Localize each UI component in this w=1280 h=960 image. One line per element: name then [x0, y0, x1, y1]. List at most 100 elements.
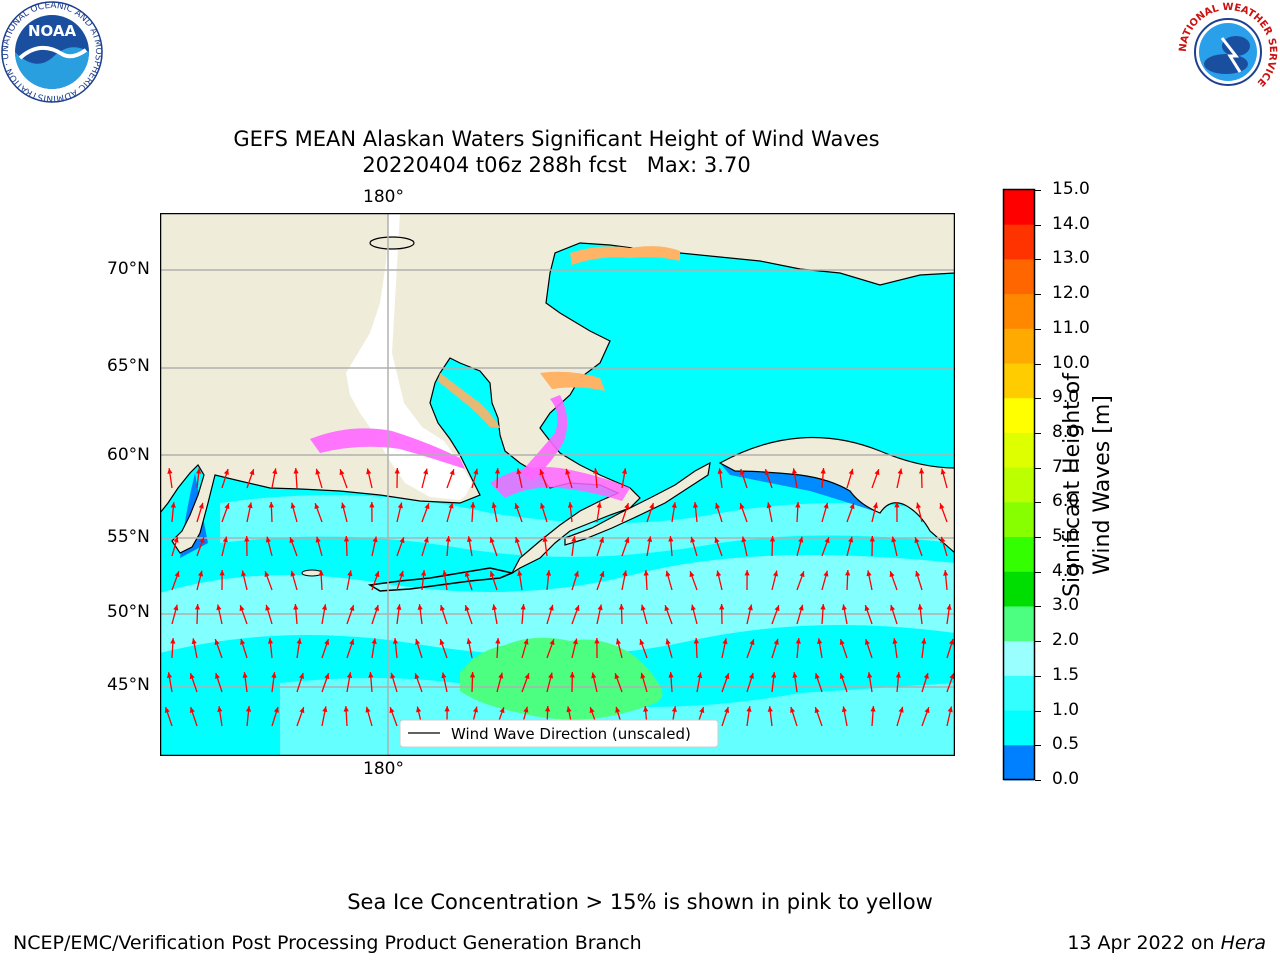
- wave-direction-arrowhead: [318, 570, 324, 576]
- wave-direction-arrowhead: [640, 672, 646, 679]
- wave-direction-arrowhead: [841, 706, 847, 713]
- wave-direction-arrowhead: [267, 638, 274, 644]
- colorbar-tick-label: 4.0: [1052, 560, 1080, 581]
- wave-direction-arrowhead: [574, 605, 580, 612]
- wave-direction-arrowhead: [464, 571, 470, 578]
- wave-direction-arrowhead: [321, 604, 328, 611]
- colorbar-segment: [1004, 537, 1034, 573]
- wave-direction-arrowhead: [390, 672, 396, 679]
- footer-host: Hera: [1220, 932, 1266, 954]
- wave-direction-arrowhead: [343, 706, 349, 712]
- wave-direction-arrowhead: [946, 604, 952, 610]
- wave-direction-arrowhead: [571, 536, 577, 542]
- wave-direction-arrowhead: [874, 469, 880, 476]
- wave-direction-arrowhead: [841, 604, 847, 611]
- colorbar-segment: [1004, 745, 1034, 781]
- wave-direction-arrowhead: [289, 537, 295, 544]
- wave-direction-arrowhead: [494, 468, 501, 474]
- wave-direction-arrowhead: [891, 536, 897, 543]
- wave-direction-arrowhead: [371, 638, 377, 644]
- colorbar-tick-mark: [1035, 641, 1041, 643]
- wave-direction-arrowhead: [516, 468, 522, 475]
- wave-direction-arrowhead: [296, 638, 302, 644]
- wave-direction-arrowhead: [769, 536, 776, 542]
- wave-direction-arrowhead: [622, 570, 628, 577]
- wave-direction-arrowhead: [798, 604, 804, 611]
- wave-direction-arrowhead: [565, 468, 571, 475]
- wave-direction-arrowhead: [724, 707, 730, 713]
- wave-direction-arrowhead: [495, 638, 501, 644]
- wave-direction-arrowhead: [374, 571, 380, 578]
- wave-direction-arrowhead: [523, 706, 529, 713]
- wave-direction-arrowhead: [940, 468, 946, 475]
- colorbar-tick-mark: [1035, 745, 1041, 747]
- sea-ice-band-5: [490, 467, 630, 501]
- wave-direction-arrowhead: [864, 639, 870, 645]
- colorbar-segment: [1004, 363, 1034, 399]
- colorbar-tick-label: 15.0: [1052, 179, 1090, 199]
- wave-direction-arrowhead: [795, 502, 801, 508]
- footer-org: NCEP/EMC/Verification Post Processing Pr…: [13, 932, 642, 954]
- wave-direction-arrowhead: [396, 604, 402, 610]
- wave-direction-arrowhead: [439, 604, 445, 611]
- colorbar-segment: [1004, 224, 1034, 260]
- wave-direction-arrowhead: [715, 502, 721, 509]
- wave-direction-arrowhead: [420, 570, 427, 576]
- wave-direction-arrowhead: [589, 707, 595, 714]
- wave-direction-arrowhead: [514, 536, 520, 543]
- wave-direction-arrowhead: [290, 570, 296, 577]
- wave-direction-arrowhead: [249, 469, 255, 476]
- wave-direction-arrowhead: [615, 638, 622, 645]
- wave-direction-arrowhead: [240, 638, 246, 645]
- wave-direction-arrowhead: [766, 502, 772, 509]
- wave-direction-arrowhead: [668, 672, 674, 678]
- sea-ice-band-6: [570, 246, 680, 265]
- wave-direction-arrowhead: [244, 536, 250, 542]
- colorbar-segment: [1004, 190, 1034, 226]
- wave-direction-arrowhead: [398, 570, 404, 577]
- colorbar-segment: [1004, 502, 1034, 538]
- lat-label-65: 65°N: [107, 356, 150, 376]
- wave-direction-arrowhead: [315, 536, 321, 543]
- colorbar-tick-mark: [1035, 328, 1041, 330]
- wave-direction-arrowhead: [469, 672, 476, 678]
- wave-direction-arrowhead: [773, 638, 779, 645]
- colorbar-tick-mark: [1035, 710, 1041, 712]
- colorbar-segment: [1004, 467, 1034, 503]
- colorbar-segment: [1004, 606, 1034, 642]
- wave-direction-arrowhead: [491, 502, 497, 509]
- aleutian-islands: [367, 567, 515, 592]
- wave-direction-arrowhead: [624, 537, 630, 544]
- wave-direction-arrowhead: [697, 672, 703, 679]
- wave-direction-arrowhead: [741, 536, 747, 543]
- lat-label-45: 45°N: [107, 675, 150, 695]
- wave-direction-arrowhead: [914, 537, 920, 544]
- wave-direction-arrowhead: [618, 604, 625, 610]
- wave-direction-arrowhead: [268, 502, 275, 508]
- wave-direction-arrowhead: [265, 536, 271, 543]
- wave-direction-arrows: [164, 467, 955, 727]
- footer-date: 13 Apr 2022 on Hera: [1067, 932, 1266, 954]
- wave-direction-arrowhead: [624, 503, 630, 510]
- wave-direction-arrowhead: [795, 638, 801, 644]
- wave-direction-arrowhead: [324, 673, 330, 680]
- wave-direction-arrowhead: [897, 468, 903, 475]
- wave-direction-arrowhead: [772, 570, 779, 577]
- wave-direction-arrowhead: [940, 536, 946, 543]
- wave-direction-arrowhead: [649, 503, 655, 510]
- colorbar-segment: [1004, 259, 1034, 295]
- wave-direction-arrowhead: [866, 570, 872, 577]
- wave-direction-arrowhead: [548, 604, 554, 611]
- wave-direction-arrowhead: [923, 672, 929, 679]
- wave-direction-arrowhead: [189, 673, 195, 680]
- wave-direction-arrowhead: [545, 570, 552, 576]
- wave-direction-arrowhead: [716, 570, 722, 577]
- wave-direction-arrowhead: [614, 673, 620, 680]
- wave-direction-arrowhead: [646, 536, 653, 543]
- wave-direction-arrowhead: [549, 639, 555, 646]
- wave-direction-arrowhead: [870, 706, 876, 712]
- wave-direction-arrowhead: [322, 706, 328, 713]
- wave-direction-arrowhead: [714, 537, 720, 544]
- wave-direction-arrowhead: [423, 536, 429, 543]
- wave-direction-arrowhead: [242, 672, 248, 678]
